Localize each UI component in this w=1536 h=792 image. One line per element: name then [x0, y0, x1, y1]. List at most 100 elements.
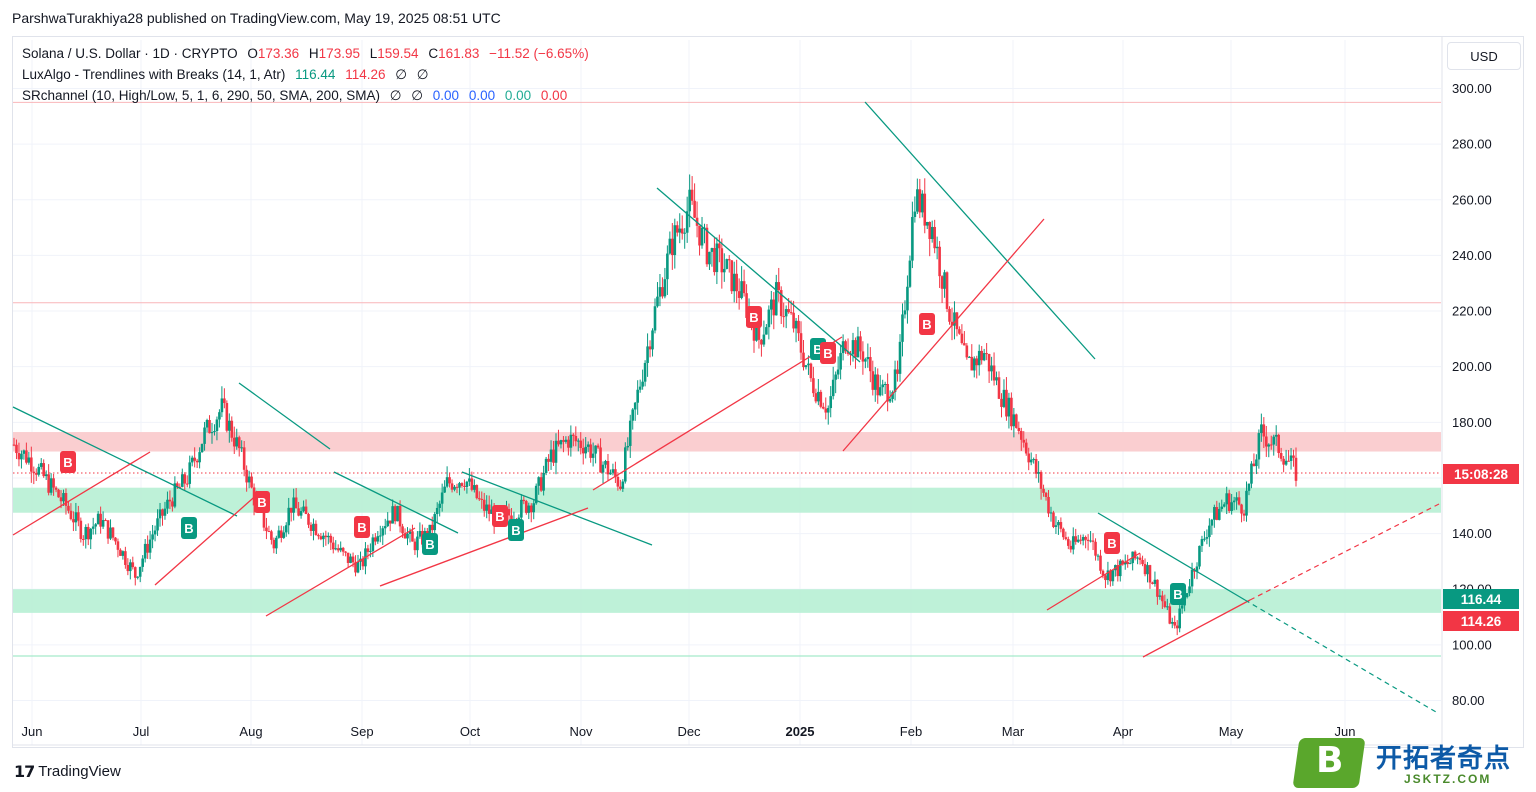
- time-tick-label: May: [1219, 724, 1244, 739]
- candle-body: [297, 508, 300, 516]
- candle-body: [121, 551, 125, 556]
- candle-body: [742, 281, 746, 294]
- tradingview-name: TradingView: [38, 763, 121, 780]
- candle-body: [438, 503, 441, 508]
- candle-body: [1076, 539, 1080, 542]
- candle-body: [1269, 444, 1273, 446]
- chart-frame[interactable]: [12, 36, 1524, 748]
- candle-body: [1133, 551, 1137, 559]
- tradingview-logo[interactable]: 𝟭𝟳 TradingView: [14, 762, 121, 781]
- legend-symbol-title[interactable]: Solana / U.S. Dollar · 1D · CRYPTO: [22, 46, 238, 61]
- legend-symbol[interactable]: Solana / U.S. Dollar · 1D · CRYPTO O173.…: [22, 46, 595, 61]
- candle-body: [339, 547, 342, 551]
- candle-body: [1217, 508, 1221, 520]
- break-label-text: B: [425, 537, 434, 552]
- candle-body: [1279, 453, 1283, 459]
- candle-body: [980, 350, 983, 361]
- candle-body: [378, 535, 382, 537]
- candle-body: [920, 193, 924, 213]
- trendline: [461, 471, 653, 546]
- candle-body: [203, 427, 206, 444]
- candle-body: [413, 541, 417, 551]
- candle-body: [1032, 459, 1035, 461]
- candle-body: [428, 524, 432, 541]
- legend-luxalgo[interactable]: LuxAlgo - Trendlines with Breaks (14, 1,…: [22, 67, 435, 83]
- candle-body: [59, 497, 63, 502]
- candle-body: [279, 530, 283, 538]
- candle-body: [579, 440, 583, 448]
- candle-body: [1012, 414, 1016, 427]
- candle-body: [725, 259, 729, 269]
- candle-body: [663, 279, 667, 297]
- candle-body: [487, 504, 491, 514]
- legend-srchannel-v1: 0.00: [432, 88, 460, 103]
- candle-body: [1247, 483, 1251, 491]
- candle-body: [292, 497, 295, 513]
- candle-body: [1237, 497, 1241, 505]
- candle-body: [235, 437, 239, 447]
- candle-body: [1190, 569, 1194, 587]
- candle-body: [896, 369, 899, 374]
- candle-body: [62, 493, 65, 502]
- candle-body: [792, 312, 795, 329]
- candle-body: [542, 473, 545, 491]
- candle-body: [25, 450, 28, 463]
- candle-body: [982, 353, 986, 361]
- candle-body: [133, 567, 137, 578]
- candle-body: [1255, 459, 1258, 467]
- trendline: [154, 491, 261, 586]
- break-label: [1104, 532, 1120, 554]
- candle-body: [1232, 500, 1236, 503]
- candle-body: [270, 531, 273, 540]
- candle-body: [312, 523, 315, 531]
- break-label-text: B: [357, 520, 366, 535]
- legend-luxalgo-title[interactable]: LuxAlgo - Trendlines with Breaks (14, 1,…: [22, 67, 286, 82]
- candle-body: [99, 513, 102, 527]
- candle-body: [166, 499, 169, 509]
- break-label: [919, 313, 935, 335]
- candle-body: [930, 226, 934, 240]
- candle-body: [1089, 540, 1092, 542]
- candle-body: [552, 449, 555, 463]
- candle-body: [673, 225, 677, 256]
- candle-body: [67, 505, 70, 511]
- candle-body: [653, 306, 657, 331]
- candle-body: [1047, 496, 1050, 514]
- candle-body: [485, 504, 489, 511]
- candle-body: [844, 341, 847, 352]
- trendline: [1142, 599, 1251, 658]
- legend-srchannel-v3: 0.00: [504, 88, 532, 103]
- legend-srchannel-title[interactable]: SRchannel (10, High/Low, 5, 1, 6, 290, 5…: [22, 88, 380, 103]
- candle-body: [698, 225, 701, 246]
- candle-body: [534, 485, 538, 504]
- candle-body: [210, 432, 214, 434]
- candle-body: [220, 398, 224, 413]
- candle-body: [1027, 453, 1031, 463]
- candle-body: [354, 562, 357, 573]
- candle-body: [799, 333, 803, 353]
- price-tick-label: 180.00: [1452, 415, 1492, 430]
- candle-body: [213, 431, 216, 433]
- currency-selector[interactable]: USD: [1447, 42, 1521, 70]
- candle-body: [972, 358, 976, 371]
- trendline: [238, 382, 331, 450]
- legend-low-label: L: [369, 46, 378, 61]
- candle-body: [772, 299, 776, 316]
- time-tick-label: Sep: [350, 724, 373, 739]
- candle-body: [777, 282, 781, 291]
- candle-body: [242, 447, 246, 470]
- candle-body: [445, 477, 449, 487]
- candle-body: [148, 539, 152, 553]
- candle-body: [208, 420, 211, 434]
- candle-body: [247, 476, 251, 483]
- candle-body: [304, 506, 308, 515]
- candle-body: [1049, 512, 1053, 514]
- candle-body: [314, 523, 318, 535]
- candle-body: [975, 358, 979, 366]
- candle-body: [371, 537, 375, 551]
- candle-body: [126, 564, 130, 572]
- candle-body: [443, 486, 446, 493]
- legend-srchannel[interactable]: SRchannel (10, High/Low, 5, 1, 6, 290, 5…: [22, 88, 573, 104]
- candle-body: [770, 299, 773, 310]
